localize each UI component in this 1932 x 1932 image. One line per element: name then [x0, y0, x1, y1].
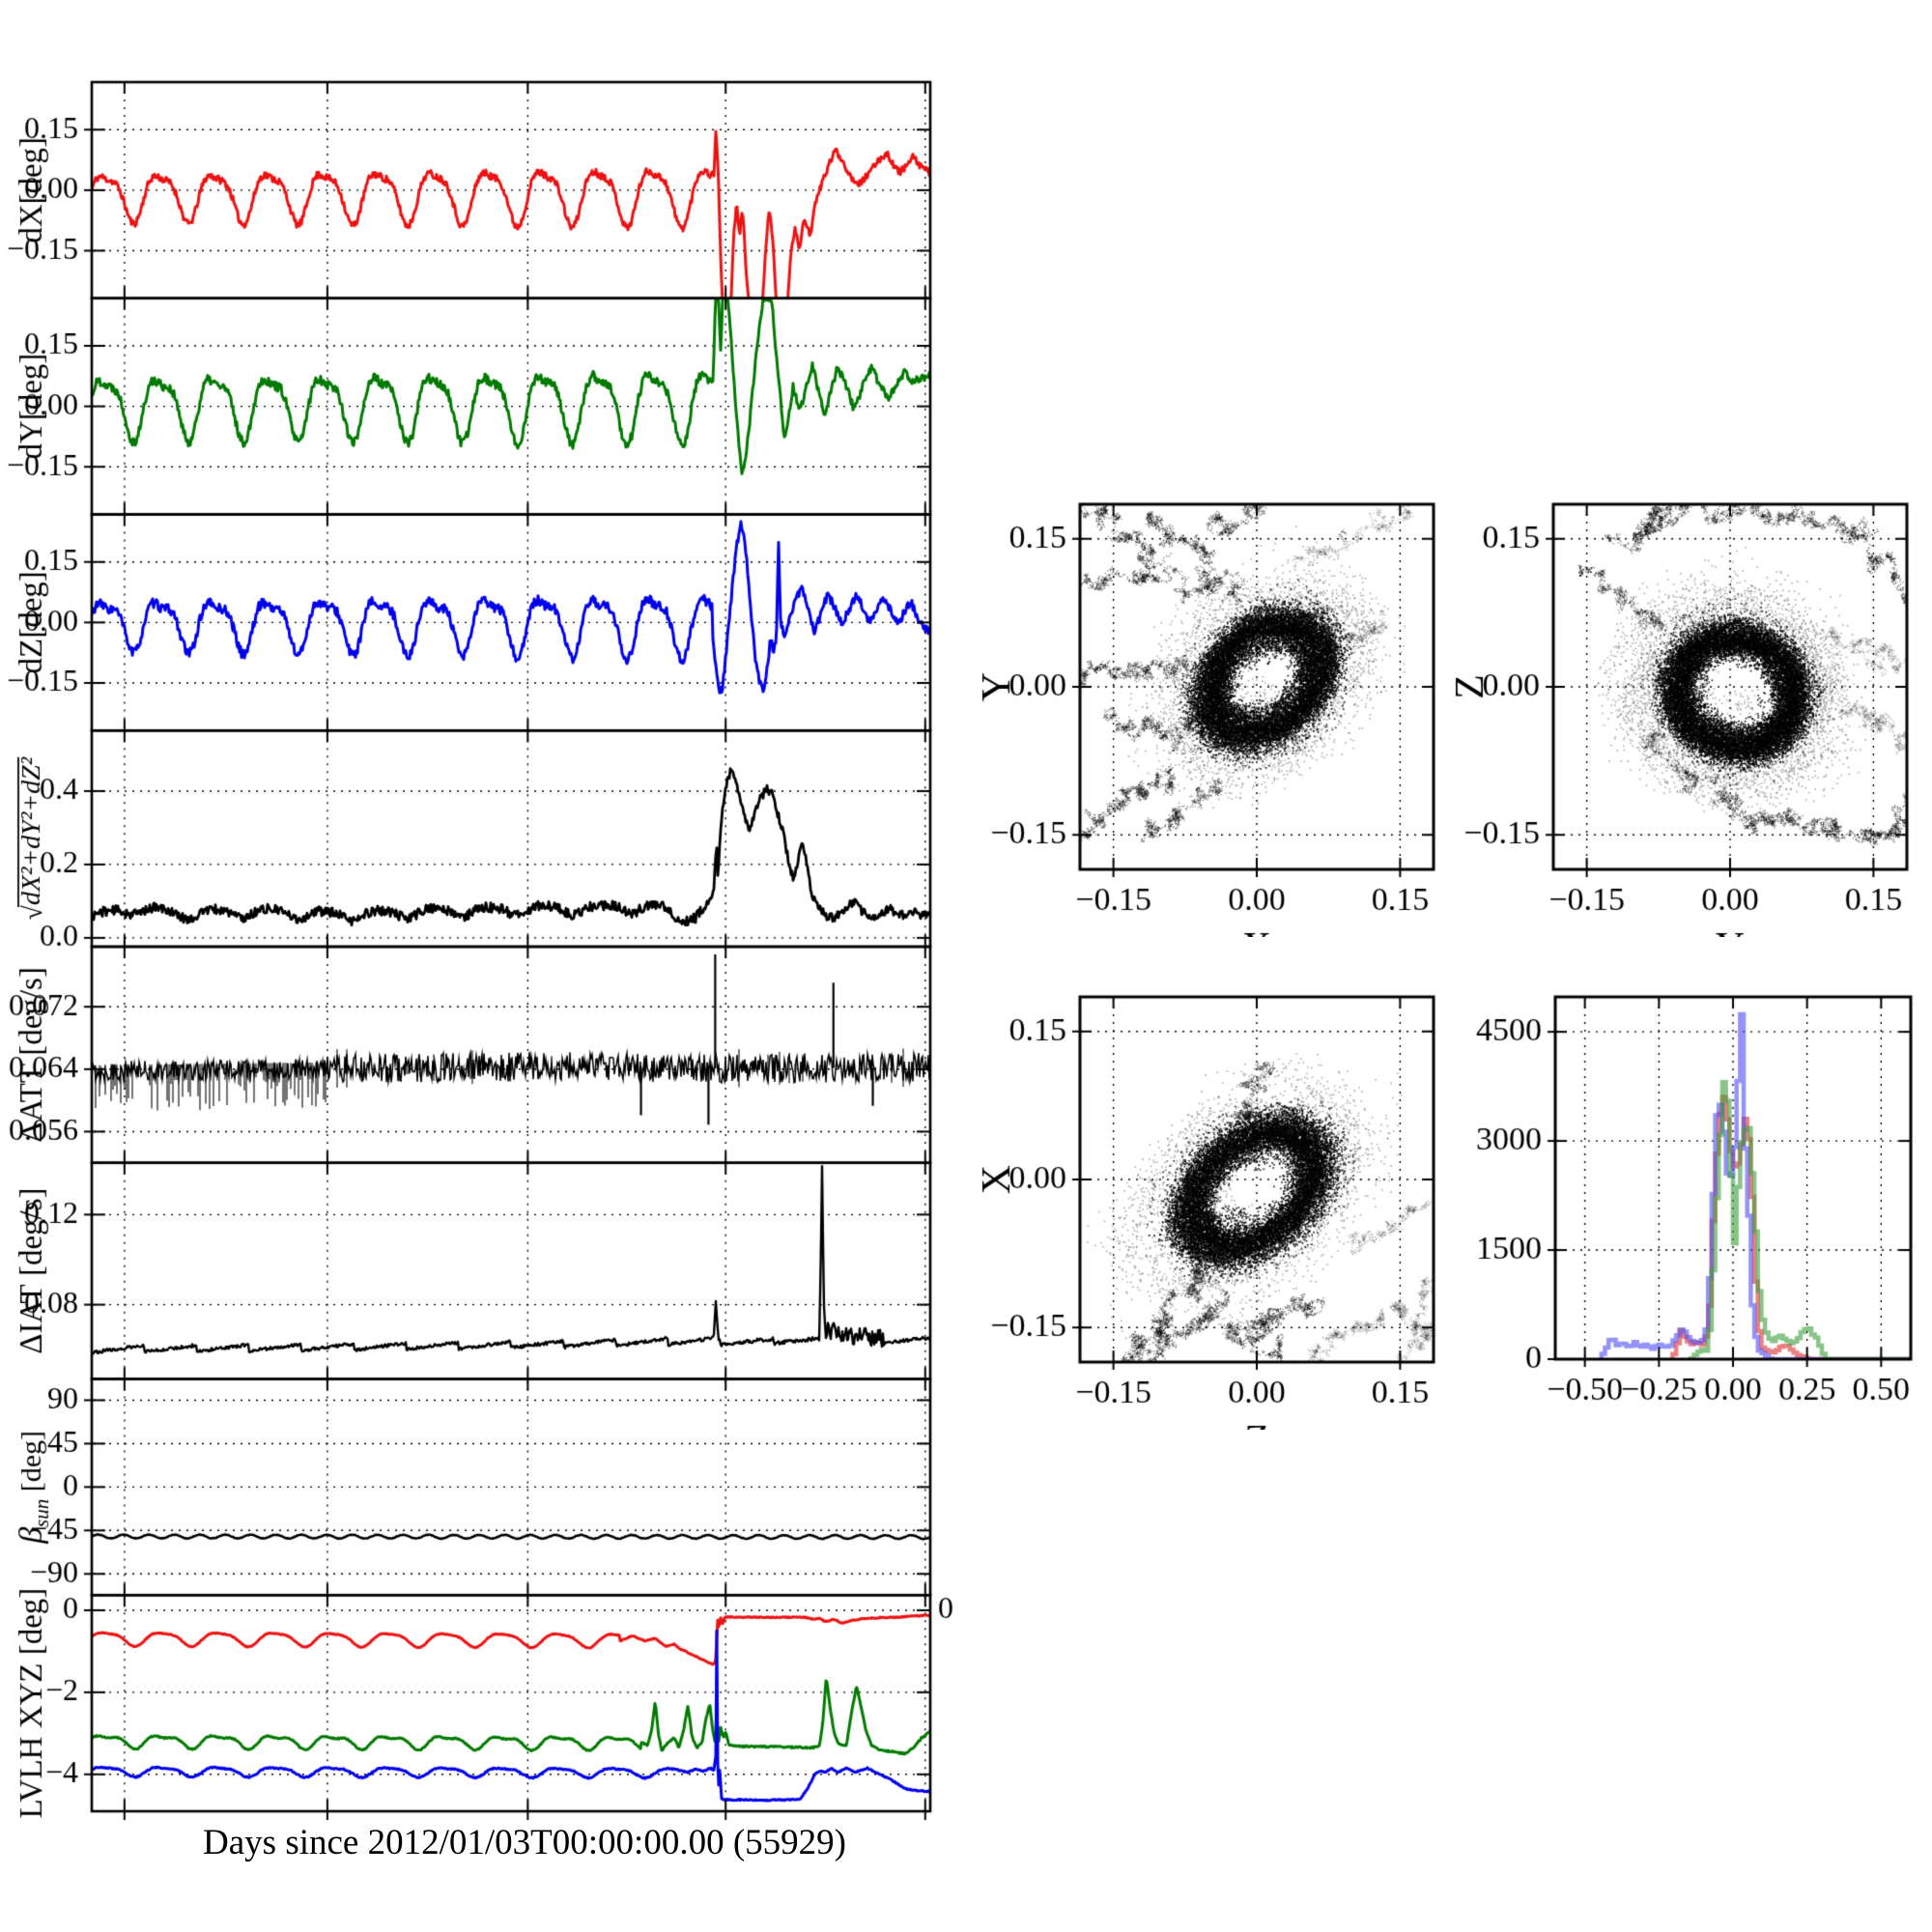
- scatter-y-vs-x-canvas: [956, 435, 1459, 937]
- timeseries-panels-canvas: [0, 0, 966, 1884]
- scatter-z-vs-y-canvas: [1430, 435, 1932, 937]
- time-axis-label: Days since 2012/01/03T00:00:00.00 (55929…: [203, 1823, 846, 1862]
- histogram-canvas: [1430, 927, 1932, 1449]
- scatter-x-vs-z-canvas: [956, 927, 1459, 1430]
